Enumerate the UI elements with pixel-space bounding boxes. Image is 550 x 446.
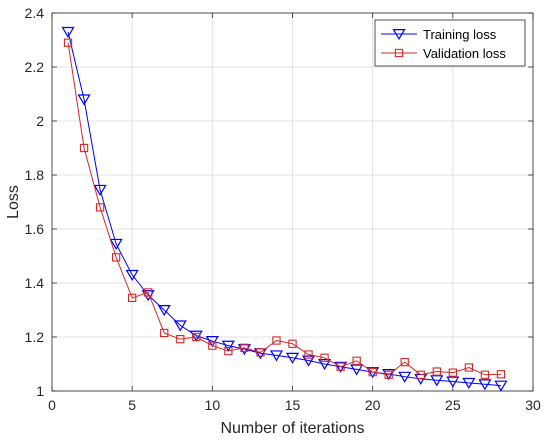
legend-label: Validation loss [423, 46, 506, 61]
series-training-loss [61, 26, 508, 392]
data-point [288, 339, 297, 348]
data-point [205, 336, 219, 348]
data-point [77, 94, 91, 106]
series-validation-loss [63, 38, 506, 379]
data-point [398, 371, 412, 383]
data-point [176, 335, 185, 344]
data-point [93, 184, 107, 196]
data-point [430, 375, 444, 387]
data-point [446, 376, 460, 388]
data-point [320, 353, 329, 362]
y-tick-label: 1.4 [25, 275, 45, 291]
data-point [350, 364, 364, 376]
data-point [368, 367, 377, 377]
data-point [240, 343, 249, 352]
x-tick-label: 25 [445, 397, 461, 413]
y-tick-label: 1.6 [25, 221, 45, 237]
y-tick-label: 2.4 [25, 5, 45, 21]
data-point [160, 328, 169, 338]
data-point [157, 305, 171, 317]
x-tick-label: 15 [285, 397, 301, 413]
y-tick-label: 2 [36, 113, 44, 129]
y-tick-label: 1.8 [25, 167, 45, 183]
data-point [352, 356, 361, 365]
data-point [494, 380, 508, 392]
axis-ticks [51, 12, 534, 392]
data-point [189, 330, 203, 342]
series-line [67, 42, 501, 376]
data-point [79, 143, 89, 153]
data-point [318, 359, 332, 371]
x-tick-label: 20 [365, 397, 381, 413]
y-tick-label: 1 [36, 383, 44, 399]
legend-box [374, 19, 526, 67]
data-point [480, 370, 490, 379]
data-point [109, 238, 123, 250]
data-point [208, 341, 217, 350]
data-point [111, 253, 121, 262]
data-point [334, 361, 348, 373]
data-point [448, 368, 457, 377]
data-point [384, 370, 393, 379]
series-layer [61, 26, 508, 392]
data-point [304, 350, 313, 359]
data-point [61, 26, 75, 39]
y-axis-label: Loss [5, 185, 22, 219]
data-point [125, 269, 139, 282]
x-tick-label: 10 [205, 397, 221, 413]
data-point [128, 293, 137, 302]
data-point [141, 290, 155, 302]
data-point [462, 377, 476, 390]
legend-marker [394, 48, 404, 58]
x-axis-label: Number of iterations [220, 420, 364, 437]
data-point [432, 367, 441, 376]
y-tick-label: 1.2 [25, 329, 45, 345]
series-line [67, 31, 501, 387]
data-point [272, 336, 281, 345]
data-point [256, 348, 265, 357]
data-point [400, 357, 409, 367]
legend-marker [392, 29, 406, 41]
data-point [269, 350, 284, 362]
data-point [464, 363, 474, 372]
data-point [63, 38, 73, 47]
legend-item: Validation loss [381, 46, 506, 61]
x-tick-label: 0 [48, 397, 56, 413]
legend: Training loss Validation loss [374, 19, 526, 67]
data-point [285, 352, 300, 364]
x-tick-label: 30 [525, 397, 541, 413]
data-point [336, 362, 345, 371]
legend-item: Training loss [381, 27, 497, 42]
data-point [496, 370, 506, 379]
y-tick-label: 2.2 [25, 59, 45, 75]
x-tick-label: 5 [128, 397, 136, 413]
data-point [416, 370, 425, 379]
data-point [221, 340, 235, 352]
data-point [192, 332, 201, 342]
tick-labels: 0 5 10 15 20 25 30 1 1.2 1.4 1.6 1.8 2 2.2 2.4 [25, 5, 541, 413]
data-point [95, 203, 105, 212]
data-point [224, 346, 233, 356]
data-point [478, 379, 492, 391]
data-point [301, 355, 316, 367]
legend-label: Training loss [423, 27, 497, 42]
data-point [144, 288, 153, 297]
data-point [173, 320, 187, 332]
